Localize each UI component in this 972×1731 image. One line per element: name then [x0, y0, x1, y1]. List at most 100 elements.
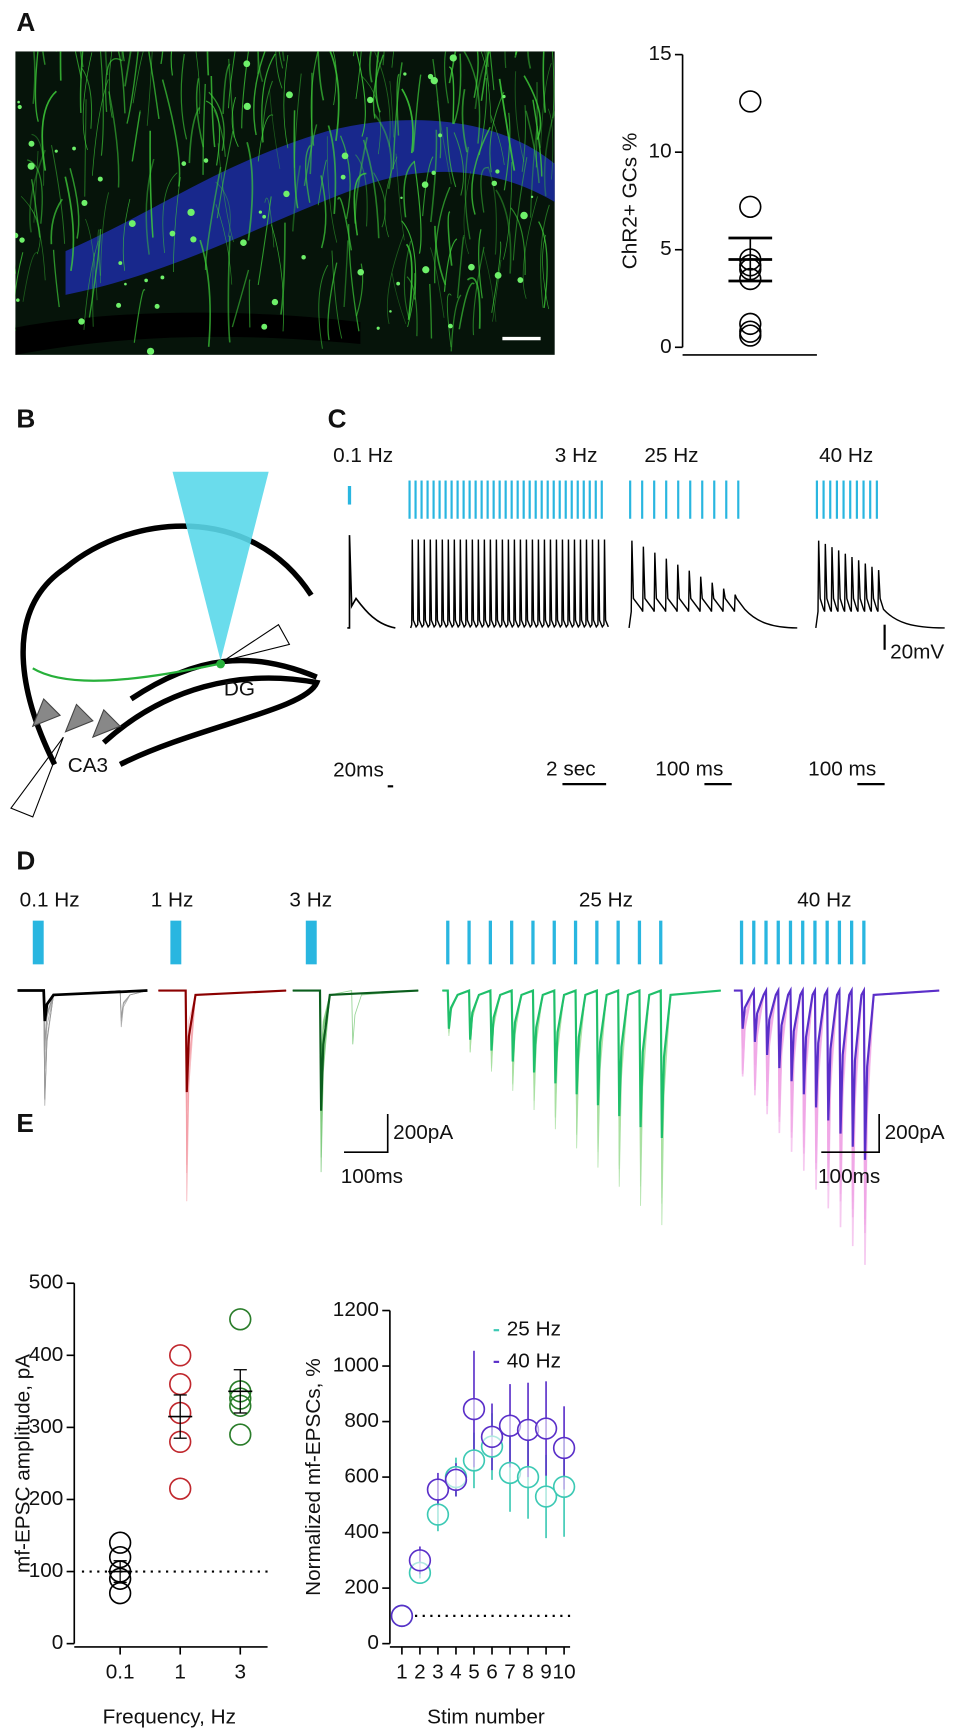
fiber	[355, 154, 368, 227]
puncta	[341, 152, 349, 160]
ephys-trace	[158, 990, 287, 1173]
fiber	[126, 51, 139, 124]
ephys-trace	[17, 990, 148, 1100]
data-point	[534, 1417, 558, 1440]
data-point	[169, 1477, 192, 1500]
fiber	[525, 110, 540, 184]
puncta	[283, 190, 290, 198]
puncta	[376, 326, 380, 330]
fiber	[208, 91, 225, 151]
y-axis-label: mf-EPSC amplitude, pA	[12, 1354, 35, 1573]
y-tick-label: 300	[29, 1415, 64, 1438]
fiber	[403, 160, 416, 218]
fiber	[512, 157, 528, 261]
fiber	[463, 171, 472, 255]
fiber	[173, 176, 181, 272]
ephys-trace	[17, 990, 148, 1098]
frequency-label: 0.1 Hz	[333, 444, 393, 467]
scale-label: 100ms	[818, 1165, 880, 1188]
fiber	[389, 80, 394, 138]
puncta	[431, 170, 436, 175]
puncta	[422, 266, 430, 274]
fiber	[91, 252, 96, 327]
fiber	[391, 51, 395, 68]
fiber	[489, 91, 505, 173]
fiber	[448, 66, 455, 124]
fiber	[84, 99, 87, 197]
puncta	[340, 174, 346, 180]
fiber	[401, 220, 417, 300]
ephys-trace	[17, 989, 148, 1022]
ephys-trace	[292, 990, 419, 1067]
fiber	[543, 109, 555, 197]
scale-label: 2 sec	[546, 757, 596, 780]
puncta	[116, 302, 122, 308]
fiber	[362, 139, 380, 239]
data-point	[739, 312, 762, 336]
fiber	[146, 51, 153, 126]
puncta	[396, 281, 401, 286]
fiber	[108, 51, 113, 118]
puncta	[187, 208, 195, 217]
ephys-trace	[733, 987, 940, 1234]
ephys-trace	[17, 990, 148, 1100]
fiber	[222, 63, 231, 114]
fiber	[148, 51, 160, 120]
fiber	[180, 53, 188, 140]
puncta	[17, 100, 20, 104]
fiber	[215, 181, 231, 237]
fiber	[483, 250, 497, 322]
fiber	[521, 105, 527, 172]
fiber	[55, 51, 58, 52]
frequency-label: 1 Hz	[151, 888, 194, 911]
y-tick-label: 200	[344, 1576, 379, 1599]
panel-letter: E	[16, 1108, 33, 1138]
fiber	[206, 51, 210, 76]
fiber	[257, 51, 259, 74]
fiber	[310, 51, 319, 146]
x-axis-label: Stim number	[427, 1705, 545, 1728]
puncta	[403, 72, 407, 76]
frequency-label: 3 Hz	[555, 444, 598, 467]
fiber	[429, 247, 445, 318]
data-point	[462, 1449, 486, 1472]
data-point	[480, 1425, 504, 1449]
fiber	[104, 51, 109, 76]
y-tick-label: 800	[344, 1409, 379, 1432]
fiber	[59, 51, 62, 81]
fiber	[430, 129, 438, 223]
fiber	[535, 82, 538, 168]
data-point	[408, 1549, 432, 1572]
fiber	[373, 113, 393, 189]
puncta	[449, 54, 457, 62]
fiber	[339, 135, 351, 219]
fiber	[32, 51, 36, 104]
fiber	[491, 241, 502, 313]
fiber	[31, 133, 45, 186]
fiber	[412, 74, 422, 152]
fiber	[355, 51, 366, 137]
frequency-label: 3 Hz	[289, 888, 332, 911]
scale-label: 100 ms	[808, 757, 876, 780]
y-tick-label: 1000	[333, 1354, 379, 1377]
voltage-trace	[815, 540, 945, 629]
ephys-trace	[17, 990, 148, 1022]
y-tick-label: 500	[29, 1271, 64, 1294]
fiber	[99, 51, 104, 156]
ephys-trace	[733, 987, 940, 1225]
puncta	[169, 230, 176, 237]
fiber	[373, 172, 386, 228]
data-point	[229, 1308, 252, 1331]
fiber	[429, 283, 433, 339]
ephys-trace	[292, 990, 419, 1078]
fiber	[280, 222, 286, 315]
puncta	[28, 140, 35, 147]
x-tick-label: 5	[468, 1661, 480, 1684]
fiber	[372, 54, 384, 119]
fiber	[473, 51, 479, 98]
fiber	[170, 51, 173, 76]
puncta	[421, 181, 429, 188]
fiber	[332, 51, 337, 106]
pipette-dg	[223, 623, 291, 662]
fiber	[320, 175, 327, 249]
